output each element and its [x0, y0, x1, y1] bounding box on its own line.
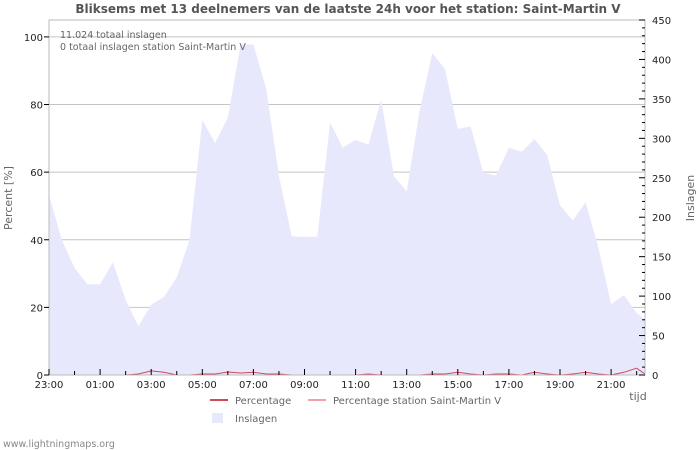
chart-title: Bliksems met 13 deelnemers van de laatst… [75, 2, 621, 16]
legend-label-inslagen: Inslagen [235, 414, 277, 425]
x-tick-label: 21:00 [597, 380, 626, 391]
inslagen-area [49, 44, 645, 375]
right-tick-label: 0 [652, 371, 658, 382]
right-tick-label: 50 [652, 332, 665, 343]
left-tick-label: 60 [30, 168, 43, 179]
left-axis: 0 20 40 60 80 100 [24, 33, 49, 382]
footer-link[interactable]: www.lightningmaps.org [3, 439, 115, 450]
x-tick-label: 01:00 [86, 380, 115, 391]
x-tick-label: 05:00 [188, 380, 217, 391]
x-tick-label: 11:00 [341, 380, 370, 391]
left-tick-label: 100 [24, 33, 43, 44]
right-axis-title: Inslagen [684, 175, 697, 221]
total-strikes-annotation: 11.024 totaal inslagen [60, 30, 167, 41]
left-tick-label: 80 [30, 101, 43, 112]
x-tick-label: 19:00 [546, 380, 575, 391]
right-tick-label: 300 [652, 134, 671, 145]
right-tick-label: 250 [652, 174, 671, 185]
right-tick-label: 350 [652, 95, 671, 106]
x-tick-label: 03:00 [137, 380, 166, 391]
x-axis-title: tijd [629, 390, 646, 403]
station-strikes-annotation: 0 totaal inslagen station Saint-Martin V [60, 42, 246, 53]
left-tick-label: 0 [37, 371, 43, 382]
right-tick-label: 450 [652, 16, 671, 27]
right-axis: 0 50 100 150 200 250 300 350 400 450 [639, 16, 671, 382]
x-tick-label: 09:00 [290, 380, 319, 391]
right-tick-label: 200 [652, 213, 671, 224]
x-tick-label: 15:00 [443, 380, 472, 391]
x-tick-label: 07:00 [239, 380, 268, 391]
left-tick-label: 20 [30, 303, 43, 314]
x-tick-label: 13:00 [392, 380, 421, 391]
right-tick-label: 100 [652, 292, 671, 303]
x-tick-label: 23:00 [35, 380, 64, 391]
plot-frame [48, 19, 646, 376]
left-axis-title: Percent [%] [2, 166, 15, 230]
legend-swatch-inslagen [212, 413, 223, 423]
right-tick-label: 400 [652, 55, 671, 66]
legend-label-station-percentage: Percentage station Saint-Martin V [333, 396, 501, 407]
right-tick-label: 150 [652, 253, 671, 264]
legend: Percentage Percentage station Saint-Mart… [210, 396, 501, 425]
left-tick-label: 40 [30, 236, 43, 247]
x-tick-label: 17:00 [494, 380, 523, 391]
x-axis: 23:00 01:00 03:00 05:00 07:00 09:00 11:00 13:00… [35, 369, 638, 391]
legend-label-percentage: Percentage [235, 396, 291, 407]
